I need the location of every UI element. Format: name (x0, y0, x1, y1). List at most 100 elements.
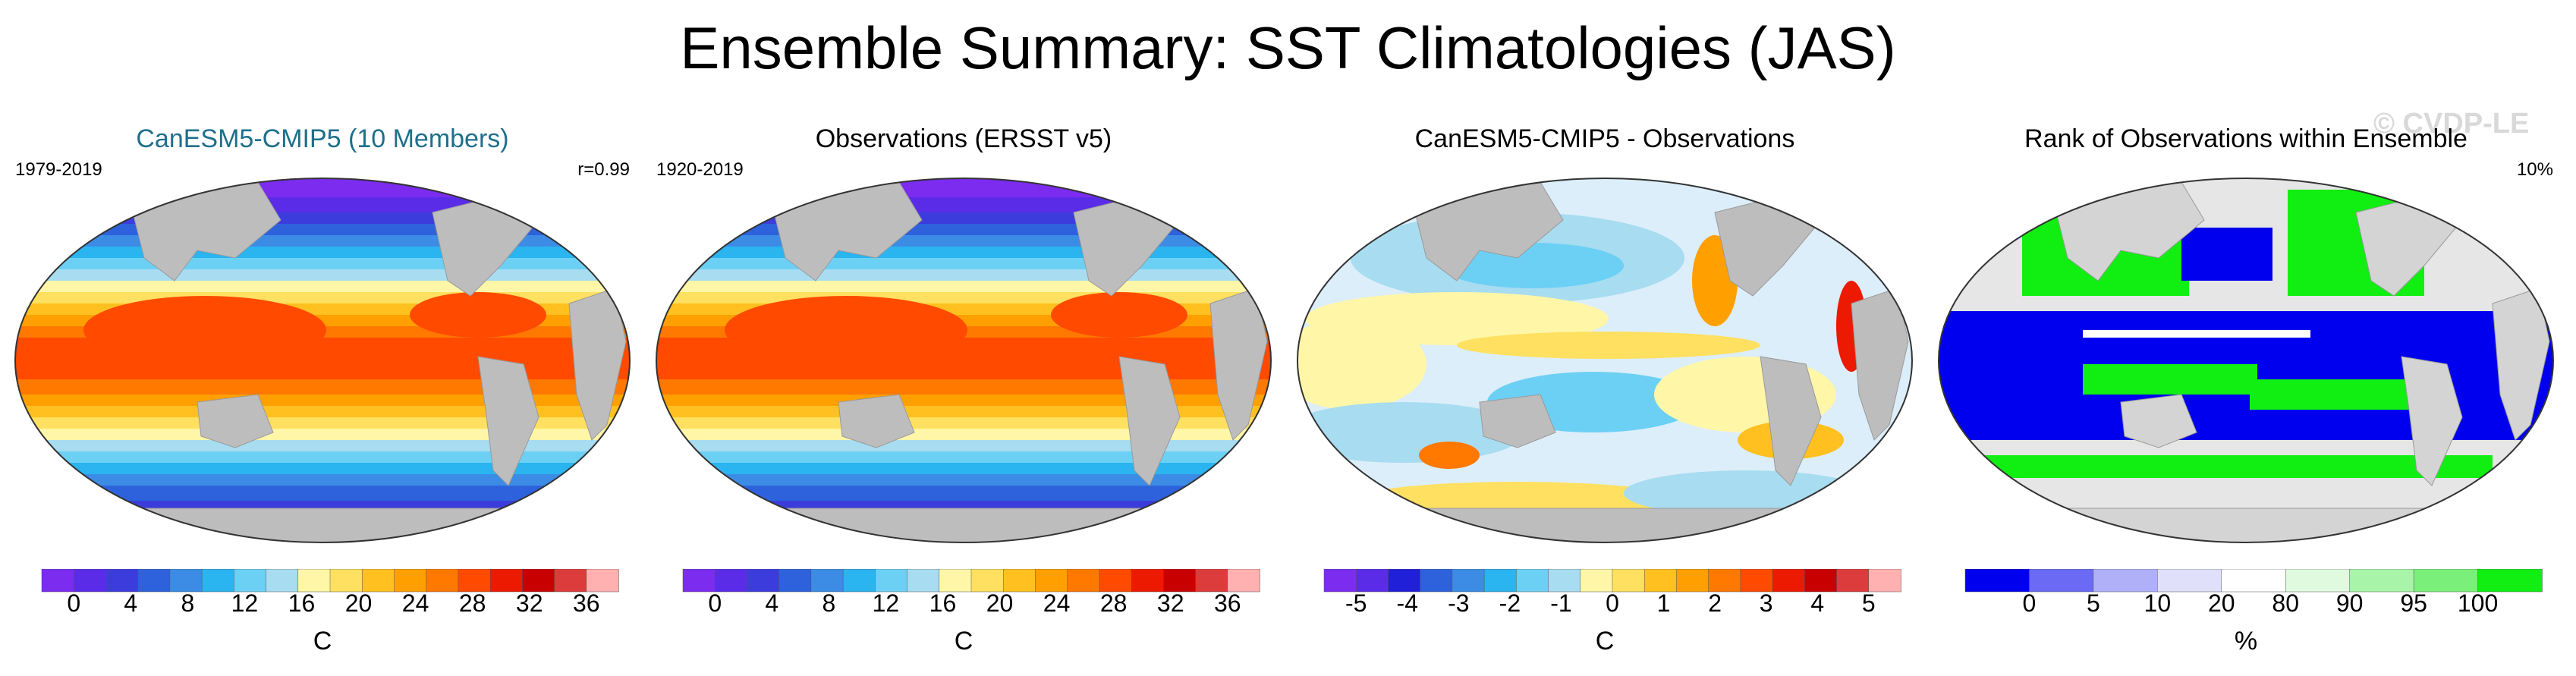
colorbar-swatch (1035, 569, 1068, 593)
colorbar-swatch (1804, 569, 1838, 593)
colorbar-swatch (2093, 569, 2159, 593)
panel-title: Observations (ERSST v5) (815, 124, 1112, 153)
colorbar-swatch (2221, 569, 2286, 593)
colorbar-swatch (169, 569, 203, 593)
colorbar-swatch (1227, 569, 1260, 593)
map-panel-3: CanESM5-CMIP5 - Observations -5 -4 -3 -2 -1 0 1… (1290, 114, 1920, 676)
colorbar-tick-label: 16 (288, 590, 316, 617)
colorbar-swatch (1964, 569, 2030, 593)
colorbar-swatch (970, 569, 1004, 593)
colorbar-tick-label: 20 (2208, 590, 2235, 617)
colorbar-swatch (1612, 569, 1645, 593)
colorbar-tick-label: 12 (873, 590, 900, 617)
panel-title: CanESM5-CMIP5 - Observations (1414, 124, 1795, 153)
map-outline (1297, 178, 1913, 543)
colorbar-swatch (714, 569, 748, 593)
colorbar-swatch (1868, 569, 1901, 593)
colorbar-tick-label: -3 (1448, 590, 1469, 617)
colorbar-swatch (1643, 569, 1678, 593)
colorbar-swatch (1483, 569, 1518, 593)
colorbar-unit: C (1595, 627, 1615, 656)
colorbar-unit: % (2234, 627, 2258, 656)
period-label: 1979-2019 (15, 159, 102, 180)
colorbar-swatch (2285, 569, 2351, 593)
colorbar-swatch (1548, 569, 1581, 593)
map-outline (14, 178, 631, 543)
colorbar-swatch (1323, 569, 1357, 593)
colorbar-tick-label: 90 (2336, 590, 2364, 617)
colorbar: 0 4 8 12 16 20 24 28 32 36 (682, 569, 1260, 617)
colorbar-swatch (1163, 569, 1197, 593)
colorbar-swatch (939, 569, 972, 593)
map-field (1297, 178, 1912, 542)
colorbar-swatch (329, 569, 363, 593)
colorbar-swatch (2477, 569, 2543, 593)
colorbar-tick-label: 32 (1157, 590, 1184, 617)
colorbar-tick-label: 5 (1862, 590, 1876, 617)
colorbar-tick-label: 0 (67, 590, 80, 617)
colorbar-tick-label: 36 (573, 590, 600, 617)
colorbar-swatch (842, 569, 876, 593)
colorbar-swatch (682, 569, 716, 593)
colorbar-swatch (810, 569, 844, 593)
colorbar-tick-label: 20 (345, 590, 373, 617)
map-outline (656, 178, 1272, 543)
colorbar-tick-label: 24 (1043, 590, 1071, 617)
colorbar-swatch (105, 569, 139, 593)
colorbar-swatch (1708, 569, 1741, 593)
colorbar-swatch (489, 569, 524, 593)
colorbar-swatch (234, 569, 267, 593)
colorbar-swatch (2029, 569, 2094, 593)
colorbar-swatch (778, 569, 812, 593)
colorbar: 0 5 10 20 80 90 95 100 (1964, 569, 2543, 617)
colorbar-tick-label: 95 (2400, 590, 2427, 617)
colorbar-tick-label: 24 (402, 590, 429, 617)
map-panel-1: CanESM5-CMIP5 (10 Members) 1979-2019 r=0.9… (8, 114, 637, 676)
colorbar-swatch (747, 569, 780, 593)
watermark: © CVDP-LE (2373, 108, 2530, 140)
colorbar-tick-label: 36 (1214, 590, 1241, 617)
stat-label: r=0.99 (577, 159, 630, 180)
colorbar-swatch (522, 569, 555, 593)
colorbar-swatch (41, 569, 74, 593)
colorbar-swatch (297, 569, 331, 593)
colorbar-swatch (73, 569, 107, 593)
colorbar-tick-label: 2 (1708, 590, 1722, 617)
colorbar-tick-label: 3 (1760, 590, 1773, 617)
colorbar-tick-label: -5 (1345, 590, 1367, 617)
map-field (656, 178, 1271, 542)
colorbar-tick-label: 28 (1100, 590, 1128, 617)
colorbar-swatch (875, 569, 908, 593)
colorbar-swatch (266, 569, 299, 593)
colorbar-swatch (1580, 569, 1613, 593)
colorbar-swatch (1195, 569, 1228, 593)
colorbar-swatch (554, 569, 587, 593)
colorbar-unit: C (954, 627, 973, 656)
colorbar-swatch (1355, 569, 1389, 593)
colorbar-swatch (458, 569, 491, 593)
colorbar-tick-label: 20 (986, 590, 1014, 617)
colorbar-tick-label: 1 (1657, 590, 1671, 617)
colorbar-tick-label: 80 (2272, 590, 2299, 617)
colorbar-tick-label: 10 (2144, 590, 2172, 617)
colorbar-swatch (907, 569, 940, 593)
stat-label: 10% (2516, 159, 2553, 180)
colorbar-swatch (394, 569, 427, 593)
colorbar-swatch (586, 569, 619, 593)
colorbar-swatch (1836, 569, 1870, 593)
colorbar-swatch (201, 569, 235, 593)
colorbar-tick-label: -2 (1499, 590, 1521, 617)
colorbar-tick-label: 0 (1606, 590, 1619, 617)
panel-title: Rank of Observations within Ensemble (2024, 124, 2467, 153)
colorbar-swatch (1067, 569, 1100, 593)
colorbar-tick-label: 4 (1810, 590, 1824, 617)
map-field (15, 178, 630, 542)
colorbar-swatch (1420, 569, 1453, 593)
colorbar-swatch (1388, 569, 1421, 593)
world-map (14, 178, 631, 543)
colorbar-swatch (1772, 569, 1806, 593)
colorbar-tick-label: 8 (822, 590, 835, 617)
colorbar-tick-label: 12 (231, 590, 259, 617)
colorbar: -5 -4 -3 -2 -1 0 1 2 3 4 5 (1323, 569, 1901, 617)
colorbar-tick-label: 4 (124, 590, 137, 617)
